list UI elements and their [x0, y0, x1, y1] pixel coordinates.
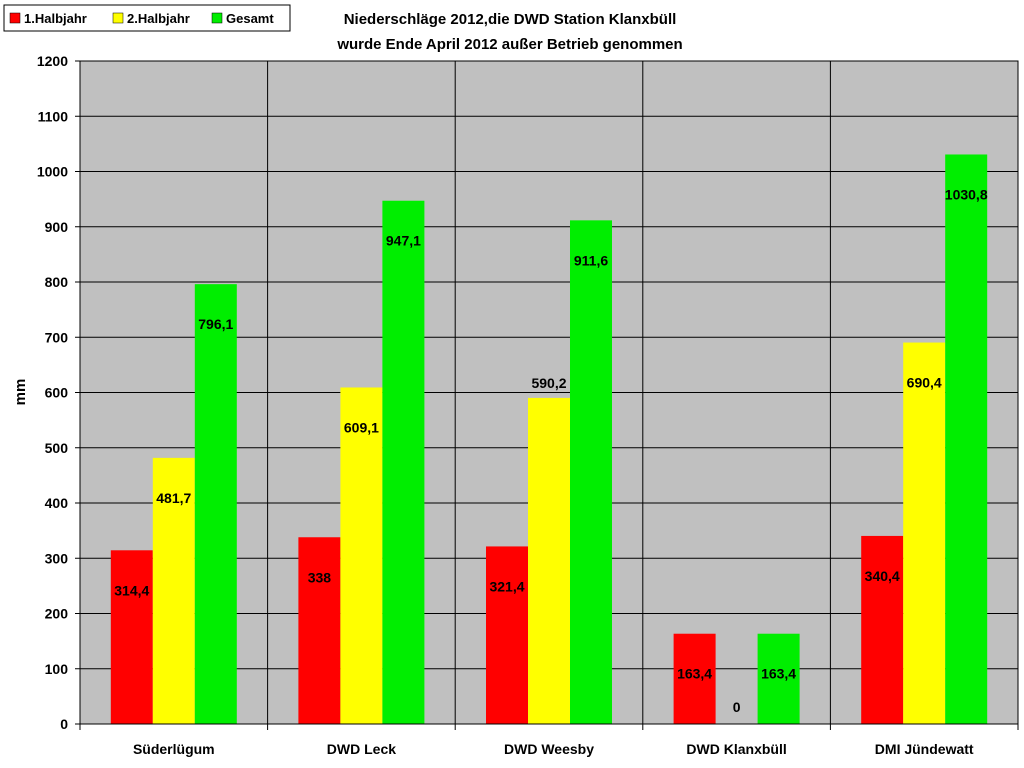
y-tick-label: 200 [45, 606, 69, 622]
data-label: 338 [308, 569, 332, 585]
legend-entry: 1.Halbjahr [24, 11, 87, 26]
y-tick-label: 0 [60, 716, 68, 732]
y-tick-label: 1200 [37, 53, 68, 69]
bar [673, 633, 716, 724]
y-tick-label: 700 [45, 329, 69, 345]
bar [528, 397, 570, 724]
x-category-labels: Süderlügum DWD Leck DWD Weesby DWD Klanxbül… [79, 724, 1019, 757]
data-label: 314,4 [114, 582, 149, 598]
data-label: 947,1 [386, 233, 421, 249]
bar [486, 546, 528, 724]
chart-title-line1: Niederschläge 2012,die DWD Station Klanx… [344, 11, 677, 28]
x-category-label: DWD Leck [327, 741, 396, 757]
y-tick-label: 1000 [37, 164, 68, 180]
bar [340, 387, 383, 724]
y-tick-labels: 0 100 200 300 400 500 600 700 800 900 1000 1100 1200 [37, 53, 80, 732]
y-tick-label: 900 [45, 219, 69, 235]
bar [945, 154, 988, 724]
data-label: 163,4 [761, 666, 796, 682]
data-label: 1030,8 [945, 186, 988, 202]
data-label: 321,4 [489, 578, 524, 594]
data-label: 481,7 [156, 490, 191, 506]
data-label: 340,4 [865, 568, 900, 584]
y-tick-label: 600 [45, 385, 69, 401]
legend-swatch [211, 12, 223, 24]
data-label: 911,6 [574, 252, 608, 268]
bar [382, 200, 425, 725]
bars [110, 154, 988, 725]
bar [570, 220, 612, 724]
y-axis-label: mm [12, 379, 29, 406]
y-tick-label: 300 [45, 550, 69, 566]
data-label: 609,1 [344, 419, 379, 435]
chart-title-line2: wurde Ende April 2012 außer Betrieb geno… [336, 36, 682, 53]
x-category-label: DWD Weesby [504, 741, 594, 757]
bar [757, 633, 800, 724]
data-labels: 314,4 481,7 796,1 338 609,1 947,1 321,4 590,2 91… [114, 186, 988, 715]
y-tick-label: 400 [45, 495, 69, 511]
y-tick-label: 1100 [38, 108, 69, 124]
data-label: 796,1 [198, 316, 233, 332]
legend-swatch [9, 12, 21, 24]
y-tick-label: 500 [45, 440, 69, 456]
legend-box [3, 4, 291, 32]
x-category-label: Süderlügum [133, 741, 215, 757]
bar [861, 535, 904, 724]
bar [298, 537, 341, 724]
legend: 1.Halbjahr 2.Halbjahr Gesamt [3, 4, 291, 32]
data-label: 590,2 [531, 375, 566, 391]
x-category-label: DWD Klanxbüll [686, 741, 786, 757]
legend-entry: Gesamt [226, 11, 274, 26]
bar [903, 342, 946, 724]
bar [110, 550, 153, 724]
bar [152, 457, 195, 724]
legend-entry: 2.Halbjahr [127, 11, 190, 26]
data-label: 690,4 [907, 375, 942, 391]
data-label: 0 [733, 699, 741, 715]
y-tick-label: 100 [45, 661, 69, 677]
y-tick-label: 800 [45, 274, 69, 290]
data-label: 163,4 [677, 666, 712, 682]
bar [194, 284, 237, 724]
x-category-label: DMI Jündewatt [875, 741, 974, 757]
legend-swatch [112, 12, 124, 24]
